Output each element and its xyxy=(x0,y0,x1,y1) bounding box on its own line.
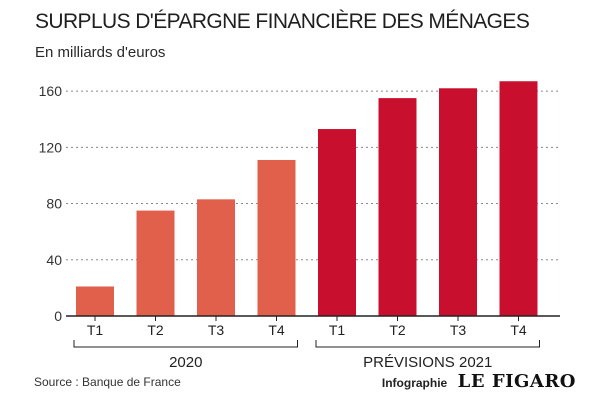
chart-subtitle: En milliards d'euros xyxy=(35,44,166,61)
le-figaro-logo: LE FIGARO xyxy=(457,371,576,392)
x-tick-label: T2 xyxy=(389,322,406,338)
bar xyxy=(136,210,175,316)
y-tick-label: 0 xyxy=(54,308,62,324)
bar xyxy=(197,199,235,316)
x-tick-label: T4 xyxy=(268,322,285,338)
group-label: PRÉVISIONS 2021 xyxy=(363,354,492,371)
x-tick-label: T1 xyxy=(87,322,104,338)
x-tick-label: T3 xyxy=(208,322,225,338)
y-tick-label: 160 xyxy=(39,83,63,99)
bar xyxy=(439,88,477,316)
y-tick-label: 120 xyxy=(39,139,63,155)
bar xyxy=(378,98,417,316)
group-label: 2020 xyxy=(169,354,202,371)
chart-title: SURPLUS D'ÉPARGNE FINANCIÈRE DES MÉNAGES xyxy=(35,10,530,33)
x-tick-label: T3 xyxy=(450,322,467,338)
bar xyxy=(76,286,114,316)
credit-label: Infographie xyxy=(381,376,448,390)
group-bracket xyxy=(315,340,540,348)
source-note: Source : Banque de France xyxy=(34,375,181,389)
bar xyxy=(499,81,538,316)
x-tick-label: T4 xyxy=(510,322,527,338)
x-tick-label: T1 xyxy=(329,322,346,338)
y-tick-label: 80 xyxy=(46,196,62,212)
x-tick-label: T2 xyxy=(147,322,164,338)
credit: Infographie LE FIGARO xyxy=(382,371,576,392)
y-tick-label: 40 xyxy=(46,252,62,268)
bar xyxy=(257,159,296,316)
group-bracket xyxy=(73,340,298,348)
bar xyxy=(318,129,356,316)
